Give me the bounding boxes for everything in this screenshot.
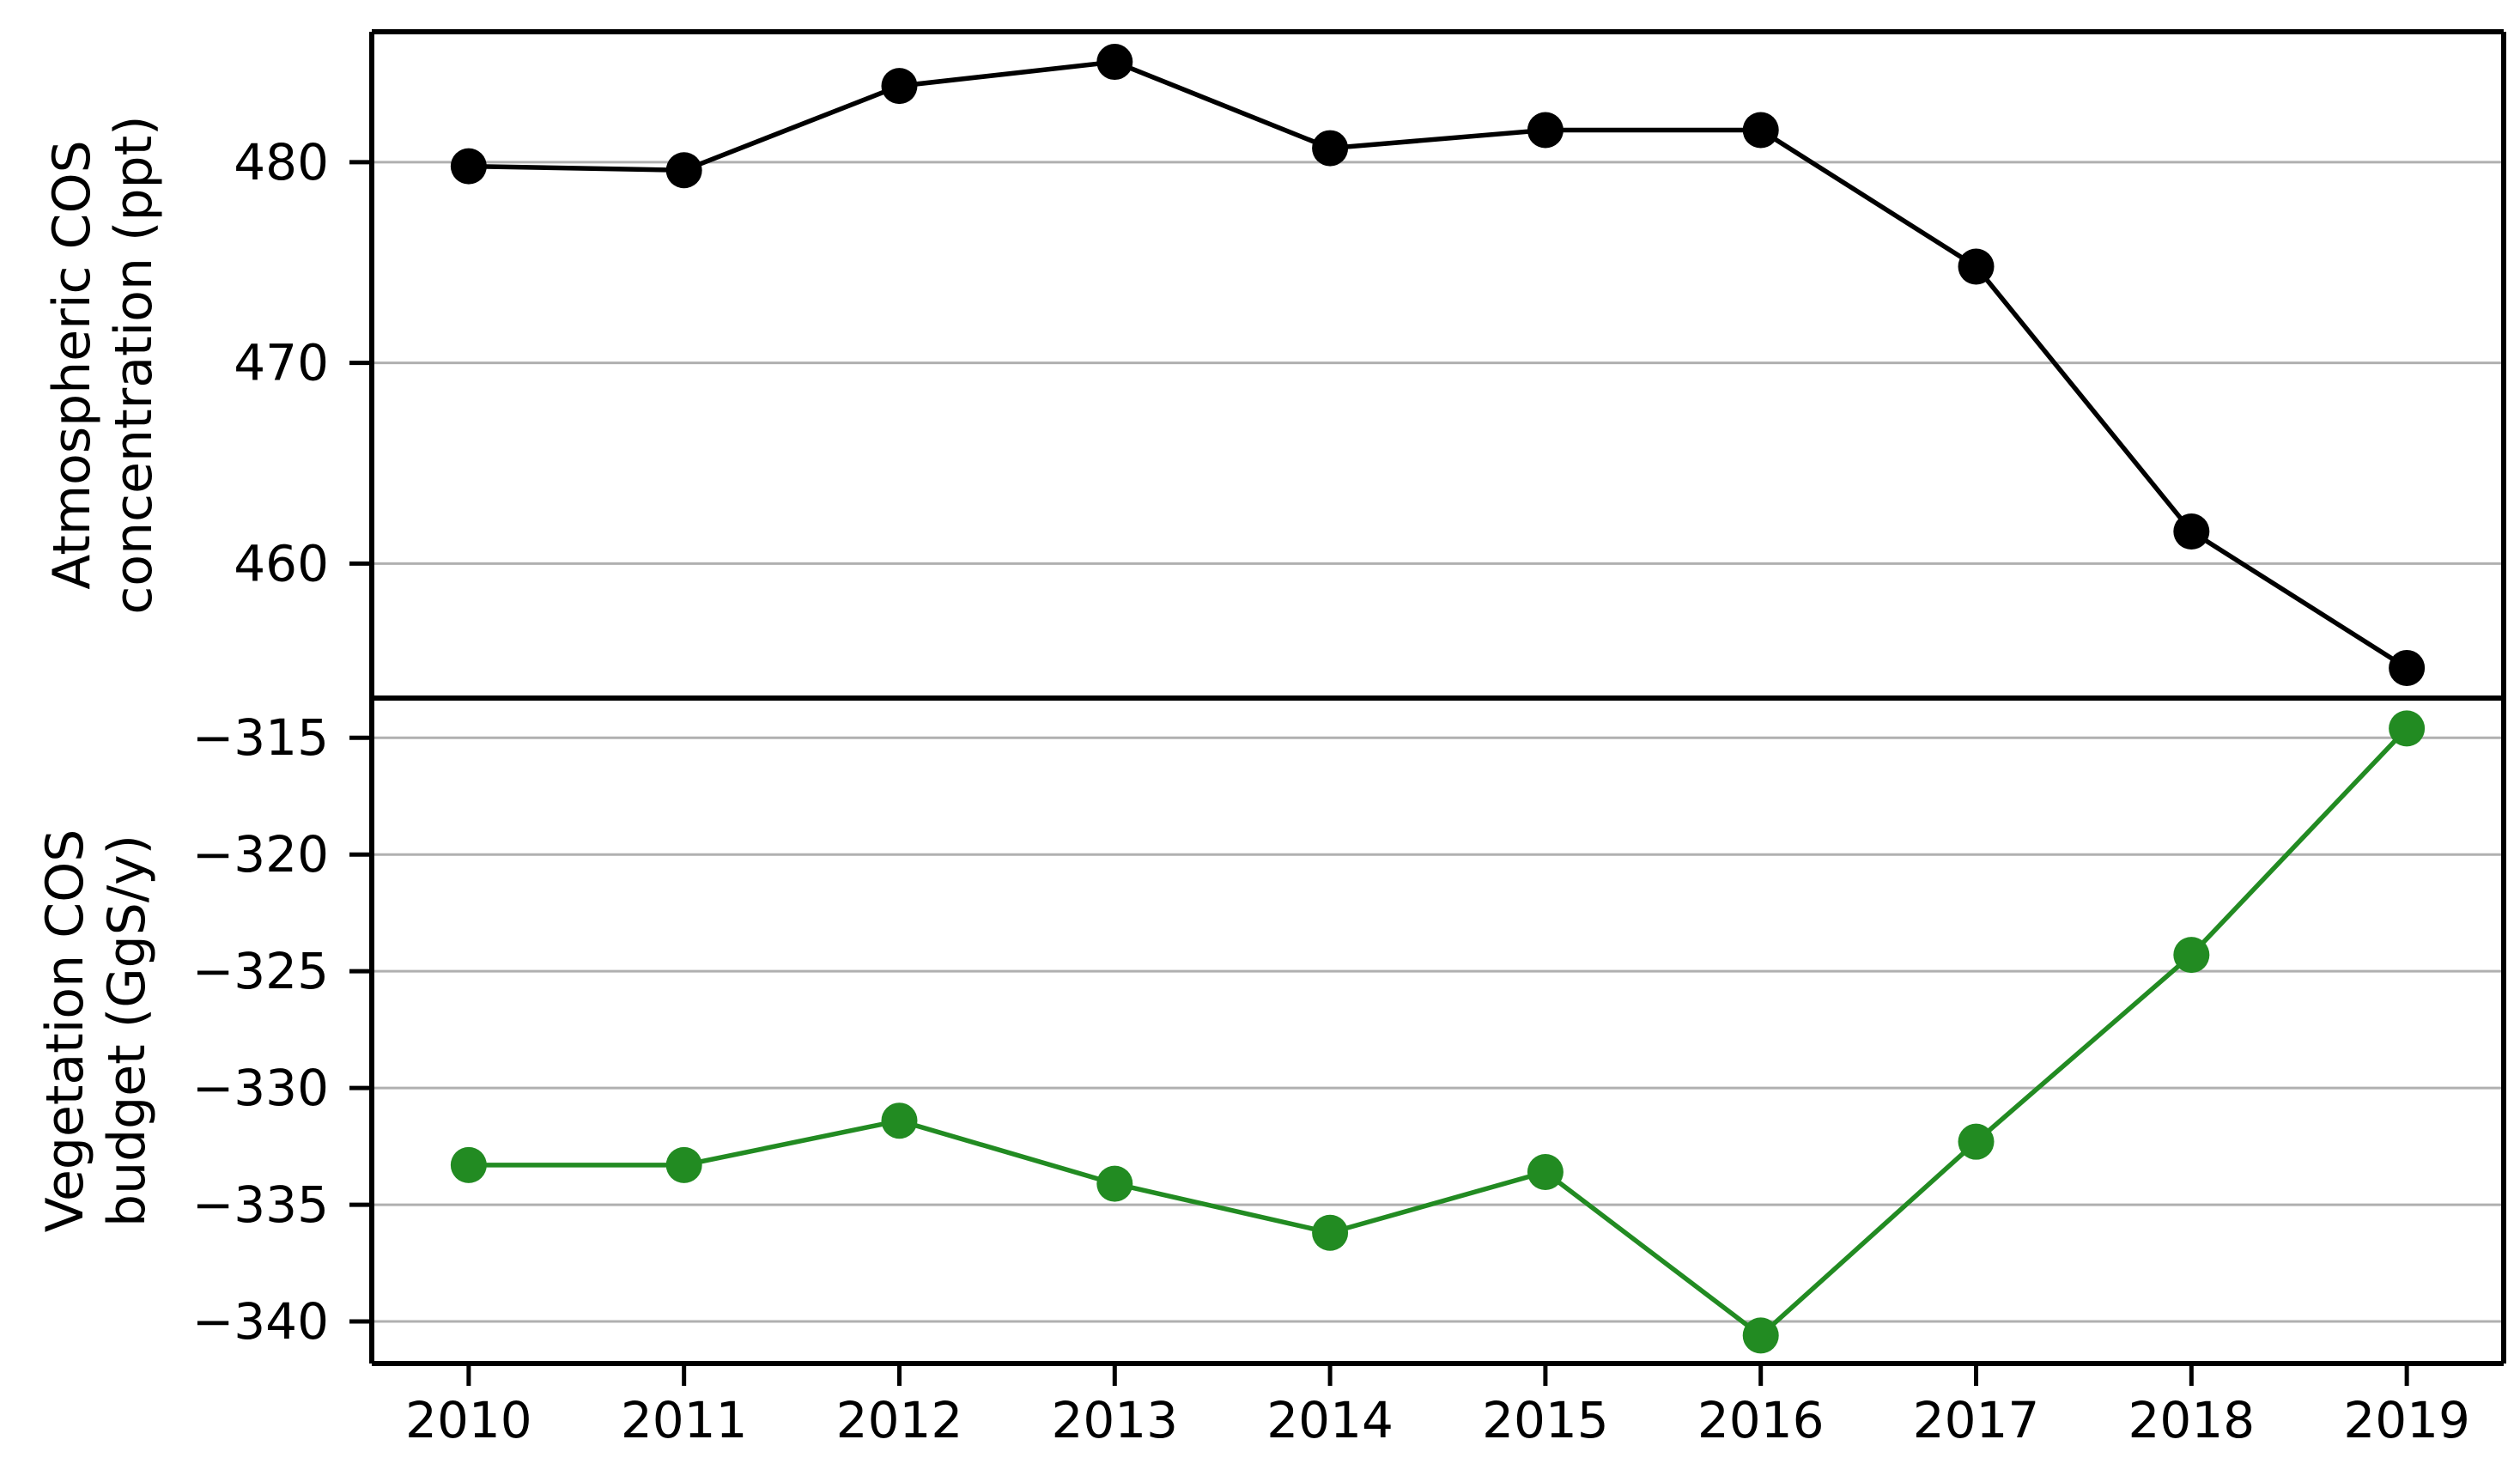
data-point (1958, 248, 1995, 285)
y-tick-label: −325 (192, 942, 329, 1000)
y-tick-label: −335 (192, 1175, 329, 1234)
y-axis-label-bottom-line1: Vegetation COS (35, 829, 95, 1233)
y-tick-label: −315 (192, 708, 329, 767)
data-point (1527, 112, 1564, 149)
y-axis-label-top-line1: Atmospheric COS (42, 140, 102, 590)
data-point (1312, 130, 1349, 167)
y-tick-label: −330 (192, 1059, 329, 1117)
data-point (2173, 513, 2210, 550)
y-tick-label: −340 (192, 1292, 329, 1351)
x-tick-label: 2018 (2128, 1391, 2256, 1449)
x-tick-label: 2011 (621, 1391, 748, 1449)
data-point (1096, 44, 1133, 81)
data-point (450, 148, 487, 185)
series-line (468, 59, 2408, 671)
data-point (881, 68, 918, 105)
y-tick-label: −320 (192, 825, 329, 884)
data-point (1527, 1154, 1564, 1191)
data-point (2389, 649, 2426, 686)
data-point (450, 1146, 487, 1183)
y-axis-label-top-line2: concentration (ppt) (104, 115, 164, 615)
data-point (665, 1146, 702, 1183)
x-tick-label: 2017 (1913, 1391, 2040, 1449)
data-point (2173, 937, 2210, 974)
y-axis-label-bottom-panel: Vegetation COS budget (GgS/y) (34, 698, 158, 1364)
x-tick-label: 2019 (2343, 1391, 2470, 1449)
data-point (1096, 1165, 1133, 1202)
data-point (665, 152, 702, 189)
y-tick-label: 460 (234, 534, 329, 592)
x-tick-label: 2016 (1697, 1391, 1825, 1449)
x-tick-label: 2014 (1266, 1391, 1394, 1449)
y-axis-label-top-panel: Atmospheric COS concentration (ppt) (41, 32, 165, 698)
data-point (2389, 710, 2426, 747)
x-tick-label: 2013 (1051, 1391, 1178, 1449)
data-point (1742, 112, 1779, 149)
series-line (468, 726, 2409, 1339)
data-point (1958, 1123, 1995, 1160)
y-tick-label: 470 (234, 334, 329, 392)
x-tick-label: 2015 (1482, 1391, 1609, 1449)
data-point (881, 1102, 918, 1139)
data-point (1312, 1214, 1349, 1251)
x-tick-label: 2012 (836, 1391, 963, 1449)
data-point (1742, 1317, 1779, 1354)
x-tick-label: 2010 (405, 1391, 532, 1449)
y-tick-label: 480 (234, 133, 329, 191)
y-axis-label-bottom-line2: budget (GgS/y) (97, 835, 157, 1228)
